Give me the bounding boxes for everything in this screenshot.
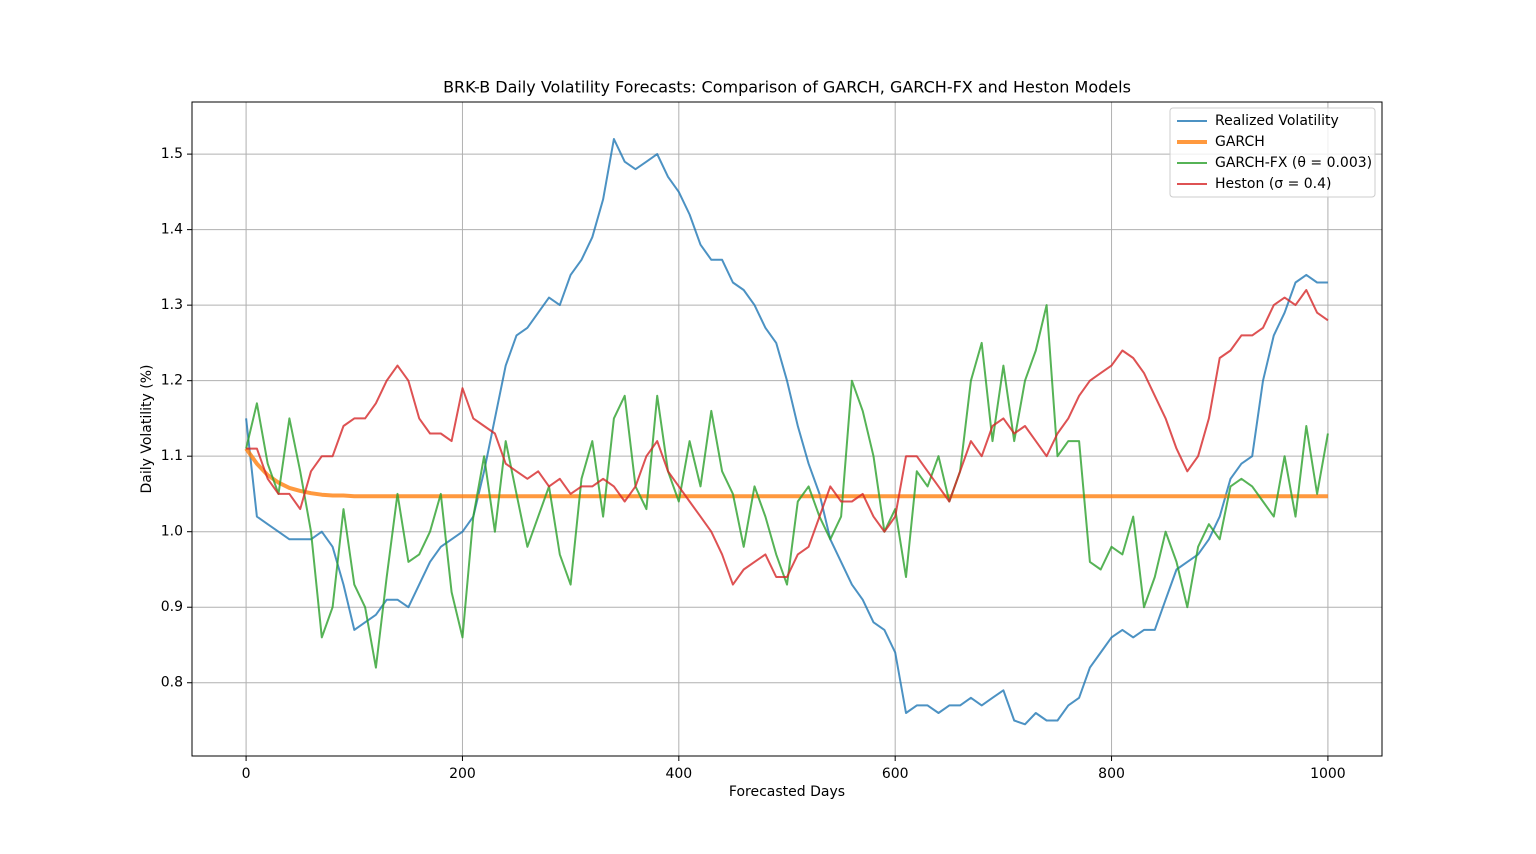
y-tick-label: 1.0	[161, 524, 183, 540]
y-tick-label: 1.3	[161, 297, 183, 313]
x-tick-label: 200	[449, 766, 476, 782]
x-tick-label: 600	[882, 766, 909, 782]
x-tick-label: 800	[1098, 766, 1125, 782]
legend-box	[1169, 107, 1376, 198]
y-tick-label: 1.4	[161, 222, 183, 238]
chart-title: BRK-B Daily Volatility Forecasts: Compar…	[443, 78, 1131, 97]
y-axis-label: Daily Volatility (%)	[139, 364, 155, 493]
legend-label: GARCH	[1215, 134, 1265, 150]
plot-frame	[191, 101, 1383, 757]
y-tick-label: 1.5	[161, 146, 183, 162]
y-tick-label: 0.8	[161, 675, 183, 691]
x-tick-label: 1000	[1310, 766, 1346, 782]
y-tick-label: 0.9	[161, 599, 183, 615]
series-line	[244, 447, 1328, 499]
y-tick-label: 1.2	[161, 373, 183, 389]
series-line	[246, 289, 1329, 586]
legend-label: Heston (σ = 0.4)	[1215, 176, 1332, 192]
legend-label: GARCH-FX (θ = 0.003)	[1215, 155, 1372, 171]
x-axis-label: Forecasted Days	[729, 784, 845, 800]
x-tick-label: 0	[242, 766, 251, 782]
series-line	[245, 138, 1328, 726]
y-tick-label: 1.1	[161, 448, 183, 464]
legend-label: Realized Volatility	[1215, 113, 1339, 129]
x-tick-label: 400	[665, 766, 692, 782]
series-line	[245, 304, 1329, 669]
